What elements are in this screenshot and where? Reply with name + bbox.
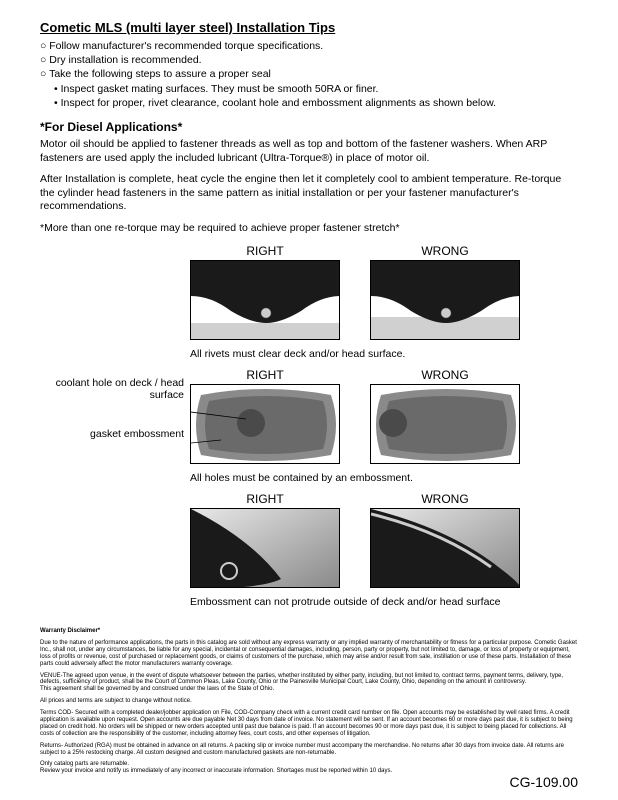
note: *More than one re-torque may be required…	[40, 222, 578, 234]
diagram-panel-wrong: WRONG	[370, 368, 520, 464]
diagram-emboss-wrong	[371, 509, 520, 588]
bullet-item: Dry installation is recommended.	[40, 53, 578, 67]
callout-emboss: gasket embossment	[40, 429, 184, 441]
panel-label-right: RIGHT	[190, 492, 340, 506]
bullet-list: Follow manufacturer's recommended torque…	[40, 39, 578, 110]
diagram-panel-right: RIGHT	[190, 492, 340, 588]
bullet-item: Follow manufacturer's recommended torque…	[40, 39, 578, 53]
disclaimer-para: Due to the nature of performance applica…	[40, 640, 578, 668]
panel-label-wrong: WRONG	[370, 244, 520, 258]
diagram-hole-wrong	[371, 385, 520, 464]
disclaimer-para: Returns- Authorized (RGA) must be obtain…	[40, 743, 578, 757]
diagram-panel-wrong: WRONG	[370, 244, 520, 340]
diagram-rivet-right	[191, 261, 340, 340]
diagram-hole-right	[191, 385, 340, 464]
paragraph: Motor oil should be applied to fastener …	[40, 138, 578, 165]
paragraph: After Installation is complete, heat cyc…	[40, 173, 578, 214]
diagram-rivet-wrong	[371, 261, 520, 340]
diagram-caption: All rivets must clear deck and/or head s…	[190, 348, 520, 360]
diagram-caption: All holes must be contained by an emboss…	[190, 472, 520, 484]
bullet-sub-item: Inspect gasket mating surfaces. They mus…	[54, 82, 578, 96]
disclaimer-para: Only catalog parts are returnable.Review…	[40, 761, 578, 775]
panel-label-right: RIGHT	[190, 368, 340, 382]
disclaimer-para: VENUE-The agreed upon venue, in the even…	[40, 673, 578, 694]
section-subhead: *For Diesel Applications*	[40, 120, 578, 134]
diagram-panel-wrong: WRONG	[370, 492, 520, 588]
panel-label-right: RIGHT	[190, 244, 340, 258]
page-footer-code: CG-109.00	[510, 774, 578, 790]
disclaimer-heading: Warranty Disclaimer*	[40, 628, 578, 635]
callout-coolant: coolant hole on deck / head surface	[40, 378, 184, 401]
diagram-emboss-right	[191, 509, 340, 588]
page-title: Cometic MLS (multi layer steel) Installa…	[40, 20, 578, 35]
panel-label-wrong: WRONG	[370, 368, 520, 382]
bullet-sub-item: Inspect for proper, rivet clearance, coo…	[54, 96, 578, 110]
diagram-caption: Embossment can not protrude outside of d…	[190, 596, 520, 608]
diagram-section: RIGHT WRONG	[40, 244, 578, 614]
warranty-disclaimer: Warranty Disclaimer* Due to the nature o…	[40, 628, 578, 775]
disclaimer-para: Terms COD- Secured with a completed deal…	[40, 710, 578, 738]
diagram-panel-right: RIGHT	[190, 244, 340, 340]
panel-label-wrong: WRONG	[370, 492, 520, 506]
disclaimer-para: All prices and terms are subject to chan…	[40, 698, 578, 705]
diagram-panel-right: RIGHT	[190, 368, 340, 464]
bullet-item: Take the following steps to assure a pro…	[40, 67, 578, 81]
